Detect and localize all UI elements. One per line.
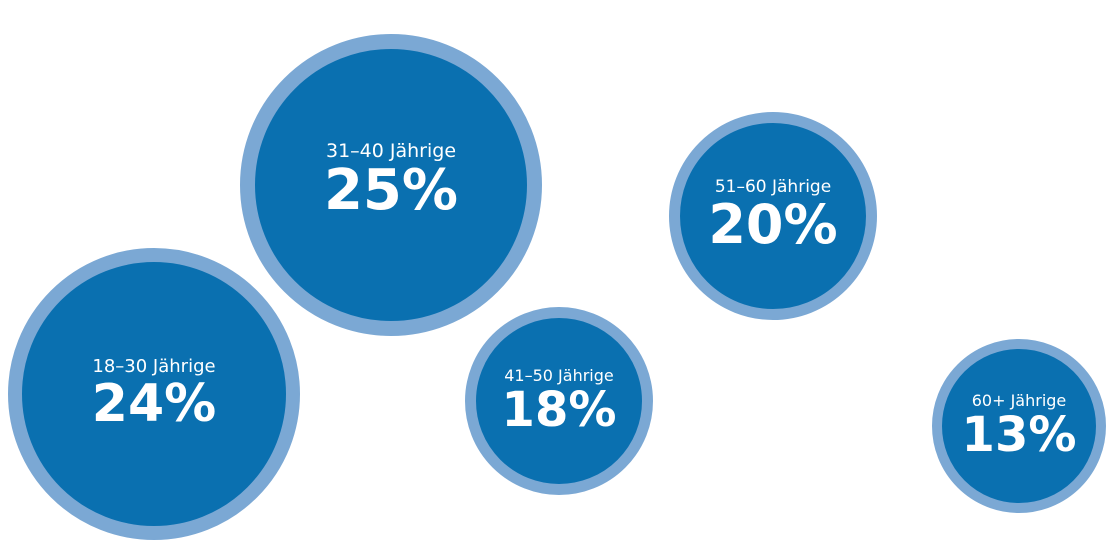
bubble-60-plus: 60+ Jährige 13%: [932, 339, 1106, 513]
bubble-31-40: 31–40 Jährige 25%: [240, 34, 542, 336]
bubble-value: 18%: [501, 381, 617, 438]
bubble-value: 20%: [708, 193, 838, 256]
bubble-18-30: 18–30 Jährige 24%: [8, 248, 300, 540]
bubble-label: 31–40 Jährige: [325, 140, 457, 163]
bubble-41-50: 41–50 Jährige 18%: [465, 307, 653, 495]
bubble-value: 13%: [961, 406, 1077, 463]
bubble-51-60: 51–60 Jährige 20%: [669, 112, 877, 320]
bubble-value: 25%: [323, 158, 459, 224]
bubble-label: 18–30 Jährige: [92, 355, 216, 377]
bubble-label: 41–50 Jährige: [504, 366, 614, 385]
bubble-label: 51–60 Jährige: [714, 177, 832, 198]
bubble-label: 60+ Jährige: [971, 391, 1067, 410]
bubble-value: 24%: [91, 373, 217, 434]
